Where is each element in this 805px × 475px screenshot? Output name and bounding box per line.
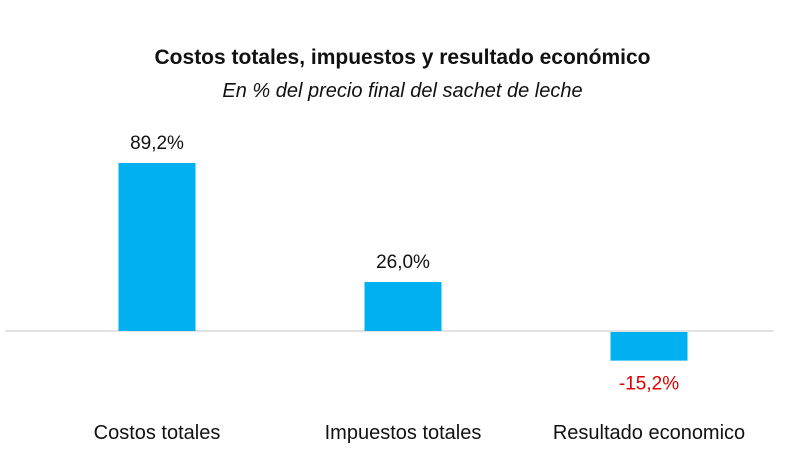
data-label-1: 89,2% <box>130 133 184 154</box>
bar-1 <box>118 163 196 331</box>
data-label-2: 26,0% <box>376 252 430 273</box>
data-label-3: -15,2% <box>619 374 679 395</box>
category-label-3: Resultado economico <box>553 422 745 444</box>
bar-3 <box>610 332 688 361</box>
chart-title: Costos totales, impuestos y resultado ec… <box>154 46 651 69</box>
chart-subtitle: En % del precio final del sachet de lech… <box>222 80 583 102</box>
category-label-2: Impuestos totales <box>325 422 482 444</box>
bar-2 <box>364 282 442 331</box>
category-label-1: Costos totales <box>94 422 221 444</box>
